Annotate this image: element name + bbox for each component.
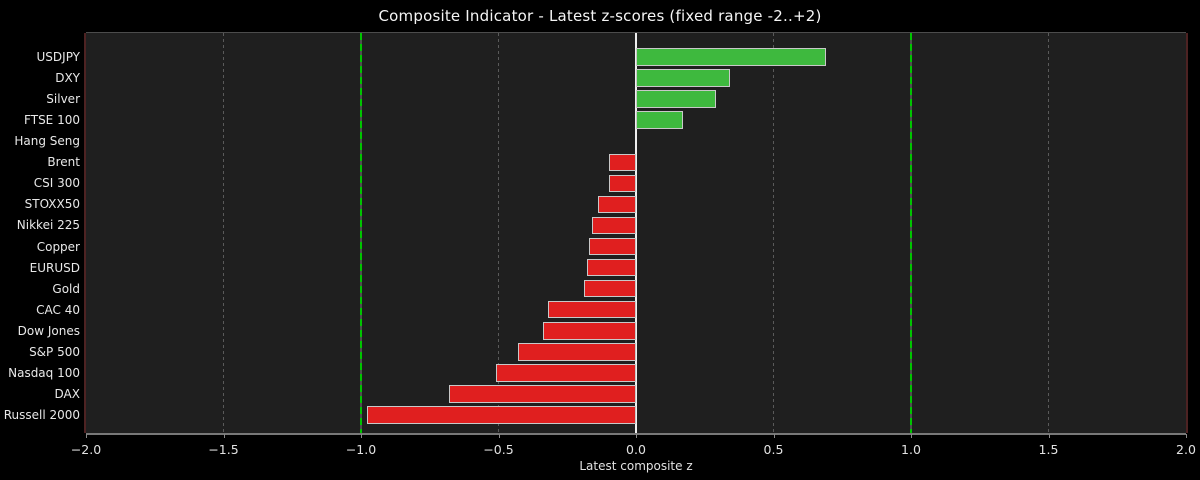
y-tick-label: Copper bbox=[36, 239, 80, 254]
y-tick-label: Gold bbox=[52, 281, 80, 296]
y-tick-label: S&P 500 bbox=[29, 344, 80, 359]
chart-title: Composite Indicator - Latest z-scores (f… bbox=[378, 7, 822, 25]
bar-dax bbox=[449, 385, 636, 403]
left-spine bbox=[84, 33, 86, 433]
bar-stoxx50 bbox=[597, 195, 636, 214]
bar-silver bbox=[636, 90, 716, 108]
y-tick-label: FTSE 100 bbox=[24, 113, 80, 128]
gridline--0.5 bbox=[498, 33, 499, 433]
x-tick-label: −1.5 bbox=[208, 442, 239, 457]
right-spine bbox=[1186, 33, 1188, 433]
x-tick-mark bbox=[911, 434, 912, 438]
x-tick-label: 1.5 bbox=[1038, 442, 1059, 457]
y-tick-label: USDJPY bbox=[36, 50, 80, 64]
y-tick-label: Nasdaq 100 bbox=[8, 365, 80, 380]
y-tick-label: Dow Jones bbox=[17, 323, 80, 338]
bar-csi-300 bbox=[608, 174, 636, 193]
reference-line-1 bbox=[910, 33, 912, 433]
zero-line bbox=[635, 33, 637, 433]
x-tick-mark bbox=[1186, 434, 1187, 438]
bar-russell-2000 bbox=[366, 406, 636, 424]
x-tick-label: −0.5 bbox=[483, 442, 514, 457]
gridline-0.5 bbox=[773, 33, 774, 433]
bar-s-p-500 bbox=[517, 343, 636, 361]
top-spine bbox=[86, 32, 1186, 33]
bar-dxy bbox=[636, 69, 730, 87]
y-tick-label: CSI 300 bbox=[33, 176, 80, 191]
bar-usdjpy bbox=[636, 48, 826, 66]
x-tick-label: −2.0 bbox=[70, 442, 102, 457]
y-tick-label: DXY bbox=[55, 71, 80, 86]
y-tick-label: Hang Seng bbox=[14, 134, 80, 149]
x-tick-mark bbox=[1048, 434, 1050, 438]
x-tick-label: −1.0 bbox=[345, 442, 377, 457]
bottom-spine bbox=[86, 433, 1186, 435]
x-tick-label: 2.0 bbox=[1176, 442, 1196, 457]
x-axis-label: Latest composite z bbox=[579, 459, 693, 473]
x-tick-label: 1.0 bbox=[901, 442, 921, 457]
y-tick-label: EURUSD bbox=[29, 260, 80, 275]
x-tick-mark bbox=[223, 434, 225, 438]
y-tick-label: Nikkei 225 bbox=[16, 218, 80, 233]
x-tick-mark bbox=[636, 434, 637, 438]
bar-ftse-100 bbox=[636, 111, 683, 129]
y-tick-label: Silver bbox=[46, 92, 80, 107]
gridline-1.5 bbox=[1048, 33, 1049, 433]
x-tick-label: 0.0 bbox=[626, 442, 646, 457]
bar-copper bbox=[589, 237, 636, 256]
bar-brent bbox=[608, 153, 636, 172]
x-tick-mark bbox=[361, 434, 362, 438]
bar-dow-jones bbox=[542, 322, 636, 340]
x-tick-mark bbox=[773, 434, 775, 438]
bar-gold bbox=[583, 279, 636, 298]
bar-cac-40 bbox=[548, 300, 636, 319]
y-tick-label: CAC 40 bbox=[36, 302, 80, 317]
plot-area bbox=[86, 33, 1186, 433]
bar-eurusd bbox=[586, 258, 636, 277]
y-tick-label: DAX bbox=[54, 386, 80, 401]
bar-nasdaq-100 bbox=[495, 364, 636, 382]
gridline--1.5 bbox=[223, 33, 224, 433]
y-tick-label: Russell 2000 bbox=[3, 408, 80, 423]
x-tick-label: 0.5 bbox=[763, 442, 784, 457]
x-tick-mark bbox=[498, 434, 500, 438]
y-tick-label: STOXX50 bbox=[24, 197, 80, 212]
y-tick-label: Brent bbox=[47, 155, 80, 170]
reference-line--1 bbox=[360, 33, 362, 433]
x-tick-mark bbox=[86, 434, 87, 438]
bar-nikkei-225 bbox=[592, 216, 636, 235]
